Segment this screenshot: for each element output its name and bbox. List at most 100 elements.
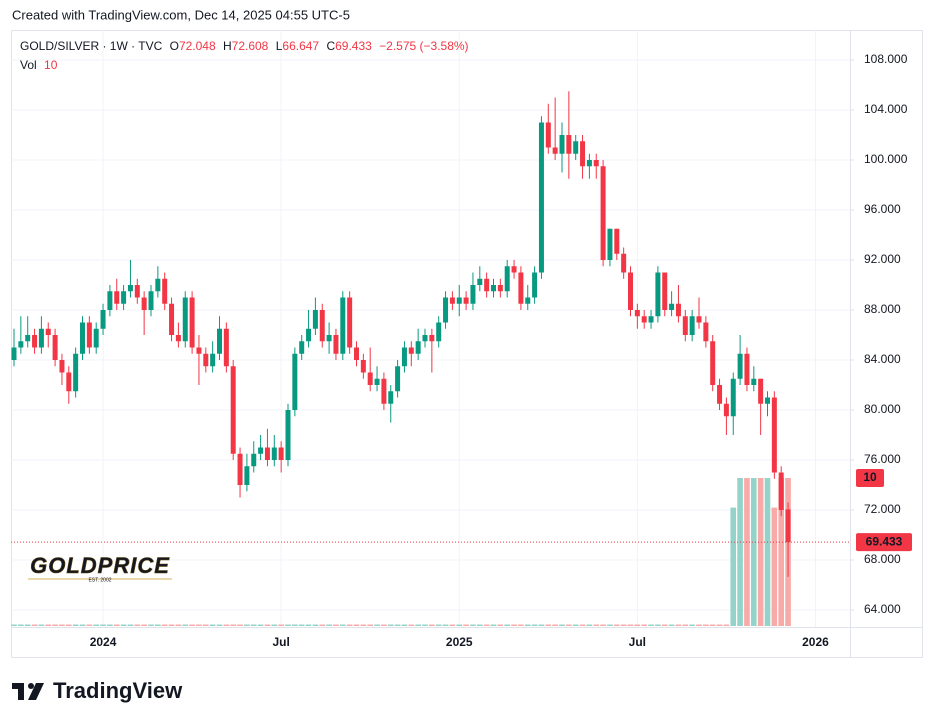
candle-body — [326, 335, 332, 342]
candle-body — [114, 291, 120, 304]
volume-bar — [11, 624, 17, 626]
volume-label: 10 — [863, 470, 877, 484]
candle-body — [491, 285, 496, 292]
x-tick-label: Jul — [629, 635, 646, 649]
volume-bar — [182, 624, 189, 626]
candle-body — [765, 397, 770, 404]
candle-body — [415, 341, 421, 354]
candle-body — [244, 466, 250, 485]
candle-body — [751, 378, 757, 385]
candle-body — [11, 347, 17, 360]
candle-body — [264, 447, 270, 460]
volume-bar — [196, 624, 202, 626]
y-tick-label: 84.000 — [864, 352, 901, 366]
legend-header: GOLD/SILVER · 1W · TVC O72.048 H72.608 L… — [20, 39, 469, 53]
x-tick-label: 2025 — [446, 635, 473, 649]
volume-bar — [675, 624, 682, 626]
candle-body — [134, 285, 140, 298]
candle-body — [532, 272, 538, 298]
volume-bar — [545, 624, 552, 626]
y-tick-label: 92.000 — [864, 252, 901, 266]
volume-bar — [593, 624, 600, 626]
candle-body — [449, 297, 455, 304]
candle-body — [354, 347, 359, 360]
candle-body — [401, 347, 407, 367]
candle-body — [306, 328, 312, 342]
created-note: Created with TradingView.com, Dec 14, 20… — [12, 7, 350, 22]
logo-mark — [12, 683, 24, 700]
candle-body — [436, 322, 442, 342]
candle-body — [32, 335, 38, 348]
volume-bar — [24, 624, 31, 626]
candle-body — [586, 160, 592, 167]
candle-body — [237, 453, 243, 485]
brand: TradingView — [53, 678, 183, 703]
volume-bar — [730, 507, 737, 626]
high-value: 72.608 — [232, 39, 269, 53]
candle-body — [80, 322, 85, 354]
volume-bar — [634, 624, 641, 626]
candle-body — [121, 291, 127, 304]
volume-bar — [442, 624, 449, 626]
volume-bar — [737, 478, 743, 626]
volume-bar — [751, 478, 757, 626]
volume-bar — [703, 624, 709, 626]
volume-bar — [518, 624, 524, 626]
candle-body — [217, 328, 222, 354]
volume-bar — [771, 507, 778, 626]
candle-body — [169, 303, 175, 335]
x-tick-label: Jul — [272, 635, 289, 649]
candle-body — [758, 378, 764, 404]
candle-body — [634, 310, 640, 317]
volume-bar — [120, 624, 127, 626]
candle-body — [381, 378, 387, 404]
candle-body — [580, 141, 586, 167]
candle-body — [538, 122, 544, 273]
y-tick-label: 88.000 — [864, 302, 901, 316]
volume-bar — [155, 624, 161, 626]
candle-body — [223, 328, 229, 367]
volume-bar — [86, 624, 93, 626]
volume-bar — [333, 624, 339, 626]
volume-bar — [655, 624, 661, 626]
candle-body — [93, 328, 99, 348]
volume-bar — [620, 624, 627, 626]
candle-body — [552, 147, 558, 154]
candle-body — [607, 228, 613, 260]
volume-bar — [127, 624, 134, 626]
candle-body — [210, 353, 216, 367]
volume-bar — [305, 624, 312, 626]
chart-frame — [11, 30, 923, 658]
volume-bar — [285, 624, 291, 626]
volume-bar — [237, 624, 243, 626]
volume-bar — [209, 624, 216, 626]
candle-body — [470, 285, 476, 304]
volume-bar — [113, 624, 120, 626]
volume-bar — [456, 624, 463, 626]
volume-bar — [504, 624, 510, 626]
symbol: GOLD/SILVER · 1W · TVC — [20, 39, 163, 53]
volume-bar — [278, 624, 284, 626]
volume-bar — [264, 624, 271, 626]
candle-body — [347, 297, 353, 348]
candle-body — [278, 447, 284, 460]
volume-bar — [497, 624, 504, 626]
high-label: H — [223, 39, 232, 53]
volume-bar — [292, 624, 298, 626]
volume-bar — [374, 624, 380, 626]
volume-bar — [353, 624, 360, 626]
change: −2.575 (−3.58%) — [379, 39, 468, 53]
volume-bar — [559, 624, 565, 626]
volume-bar — [250, 624, 257, 626]
volume-bar — [203, 624, 209, 626]
candle-body — [628, 272, 633, 310]
volume-bar — [490, 624, 497, 626]
volume-bar — [744, 478, 750, 626]
volume-bar — [367, 624, 373, 626]
y-tick-label: 72.000 — [864, 502, 901, 516]
price-label: 69.433 — [866, 534, 903, 548]
volume-bar — [230, 624, 236, 626]
low-value: 66.647 — [282, 39, 319, 53]
